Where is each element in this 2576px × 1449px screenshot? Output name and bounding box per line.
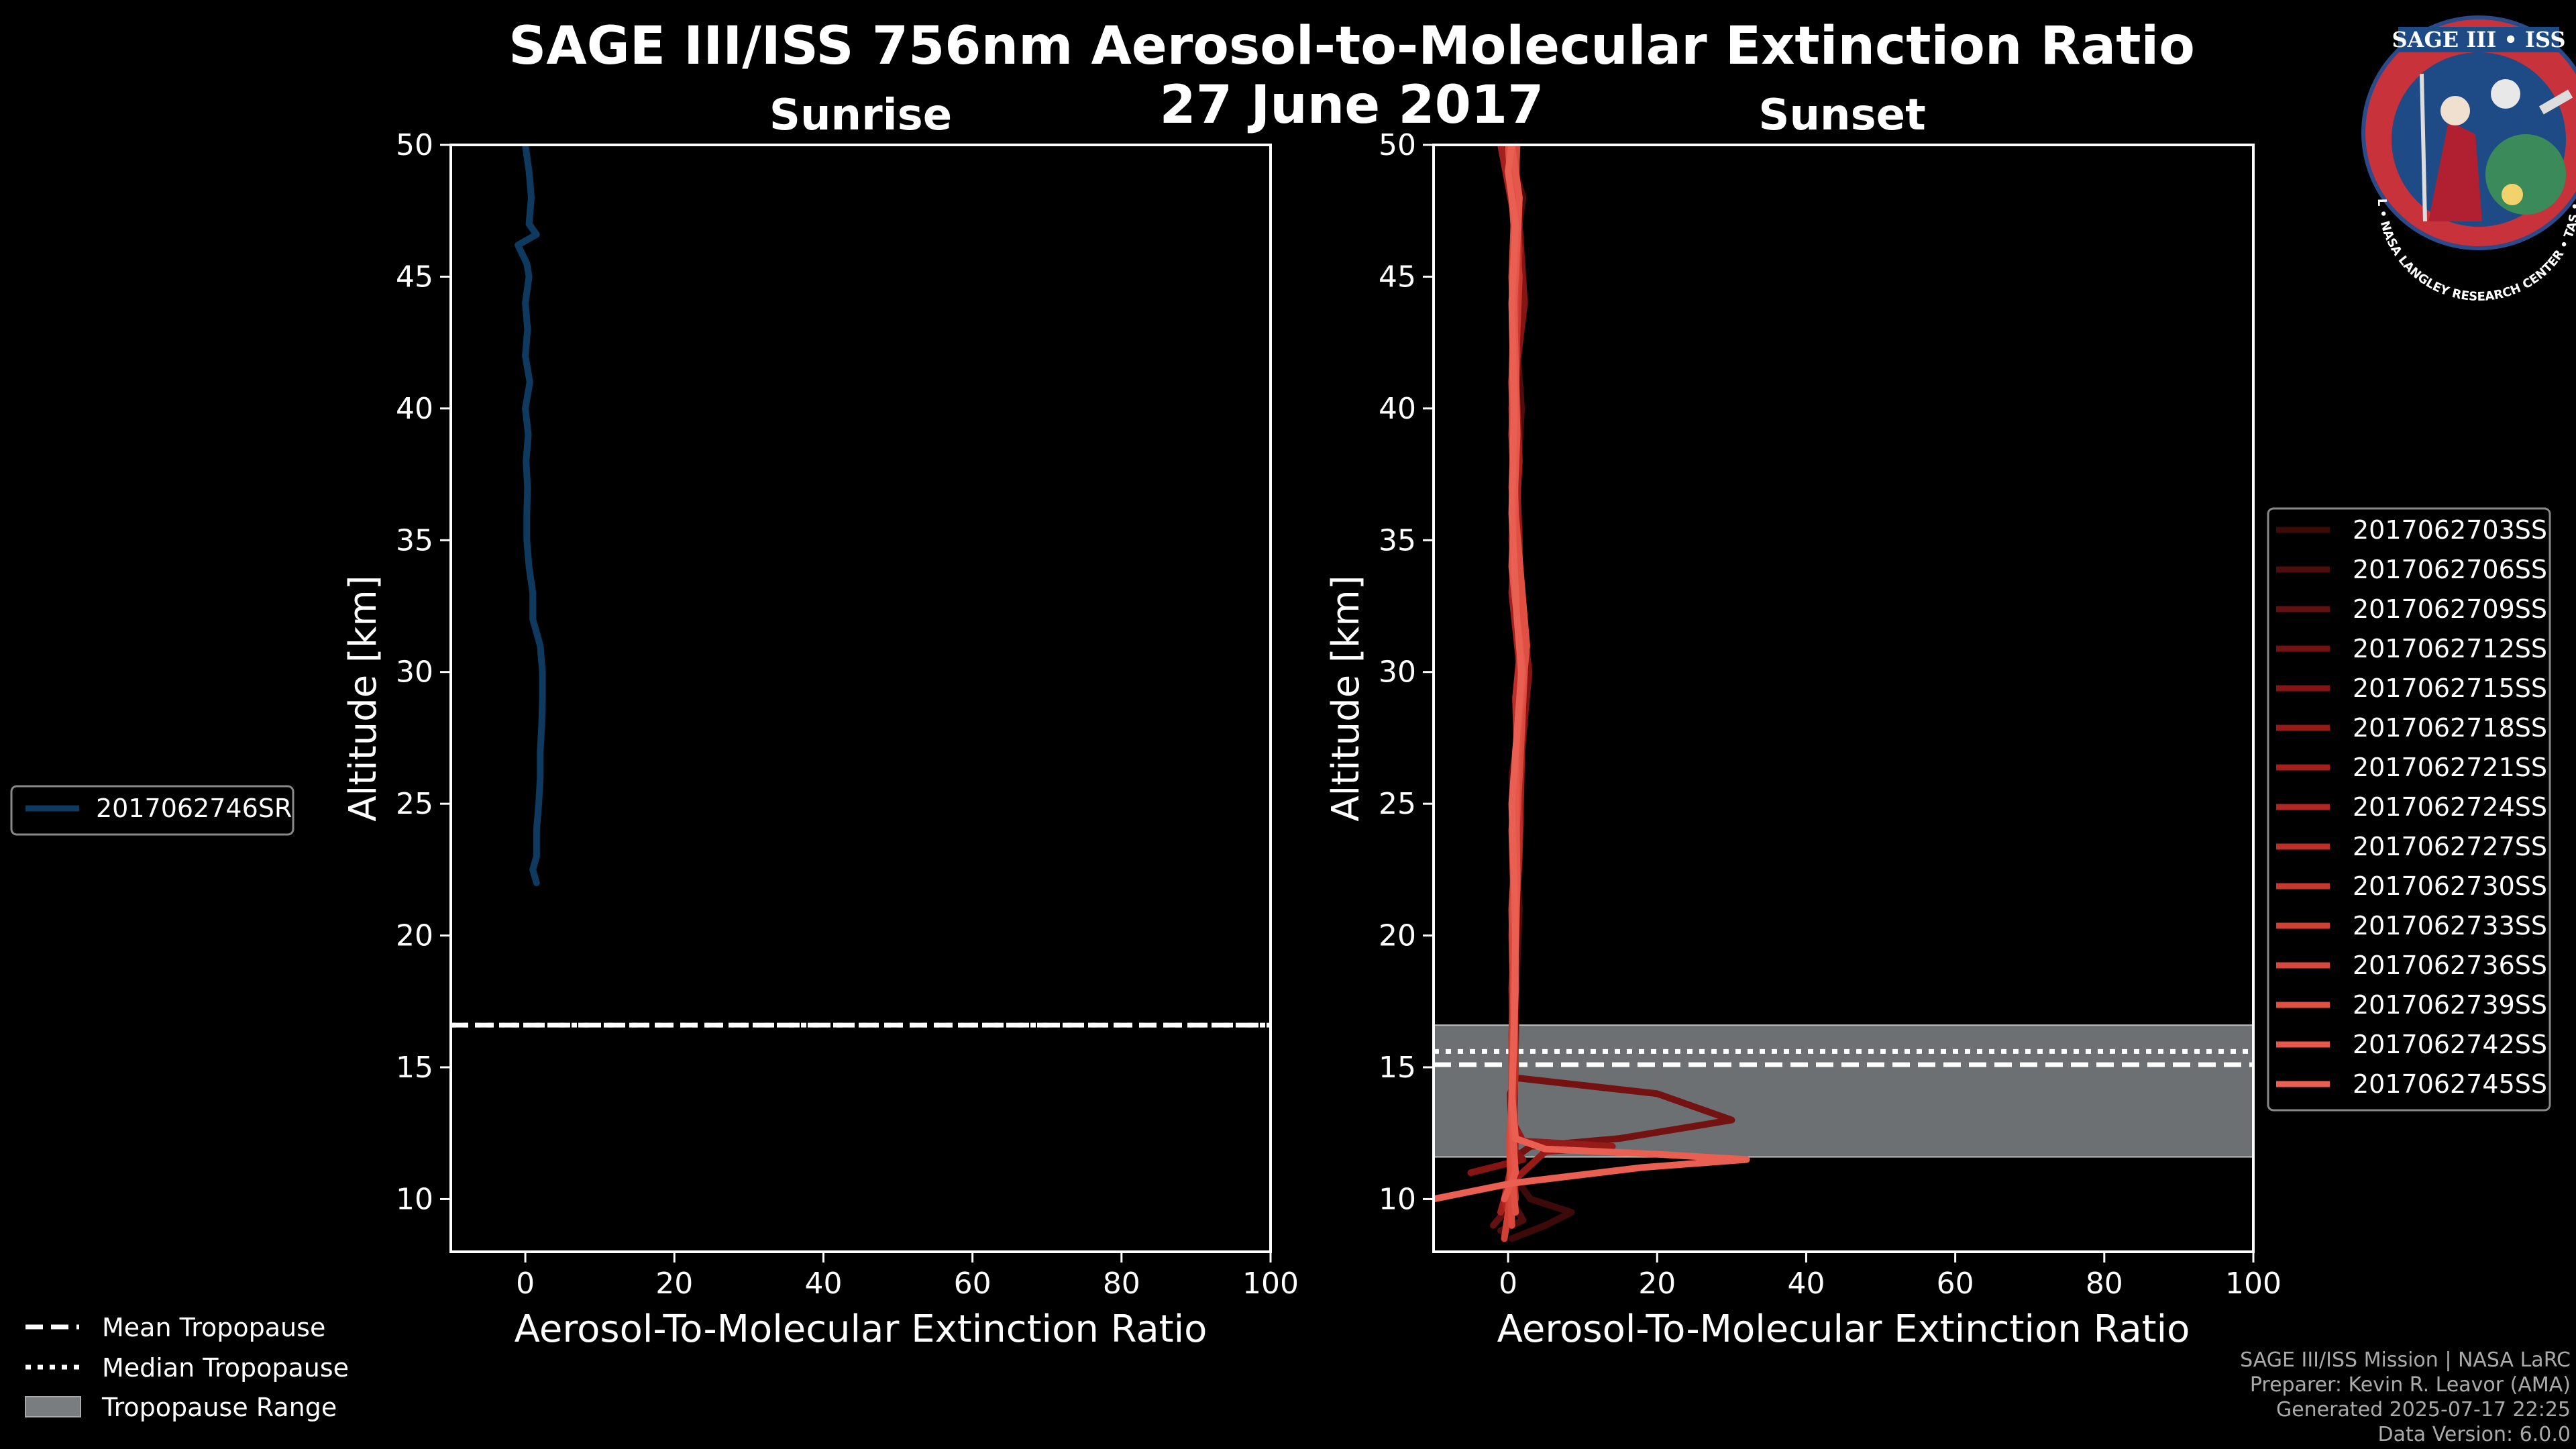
sunset-legend-label: 2017062703SS	[2353, 515, 2547, 545]
median-tropopause-label: Median Tropopause	[102, 1353, 349, 1383]
sunset-x-tick-label: 80	[2086, 1267, 2123, 1301]
sunset-legend-label: 2017062715SS	[2353, 674, 2547, 703]
logo-banner	[2398, 27, 2559, 52]
credit-line: Data Version: 6.0.0	[2378, 1423, 2571, 1446]
sunrise-axes-frame	[449, 144, 1272, 1253]
sunrise-x-tick-label: 80	[1103, 1267, 1140, 1301]
tropopause-range-swatch	[25, 1396, 81, 1417]
sunset-y-tick-label: 10	[1379, 1182, 1416, 1216]
tropopause-range-label: Tropopause Range	[101, 1393, 337, 1422]
sunrise-y-tick-label: 10	[396, 1182, 433, 1216]
sunset-legend-label: 2017062736SS	[2353, 951, 2547, 980]
sunset-legend-label: 2017062745SS	[2353, 1069, 2547, 1099]
sunset-y-tick-label: 50	[1379, 128, 1416, 162]
credit-line: SAGE III/ISS Mission | NASA LaRC	[2240, 1348, 2571, 1372]
sunset-legend-label: 2017062709SS	[2353, 594, 2547, 624]
sunset-y-tick-label: 35	[1379, 523, 1416, 557]
sunrise-y-tick-label: 15	[396, 1051, 433, 1085]
sunrise-x-axis-label: Aerosol-To-Molecular Extinction Ratio	[515, 1307, 1208, 1351]
logo-moon-icon	[2491, 79, 2520, 109]
sunset-panel: Sunset 0 20 40 60 80 100 10 15 20 25 30 35 40 45 50 A…	[1324, 91, 2282, 1351]
sunrise-x-tick-label: 0	[516, 1267, 535, 1301]
figure-title: SAGE III/ISS 756nm Aerosol-to-Molecular …	[508, 16, 2195, 76]
credit-line: Preparer: Kevin R. Leavor (AMA)	[2250, 1373, 2571, 1397]
sunset-legend-label: 2017062742SS	[2353, 1030, 2547, 1059]
credits: SAGE III/ISS Mission | NASA LaRC Prepare…	[2240, 1348, 2571, 1446]
logo-earth-icon	[2485, 134, 2566, 215]
sunrise-y-tick-label: 30	[396, 655, 433, 690]
tropopause-legend: Mean Tropopause Median Tropopause Tropop…	[25, 1313, 349, 1422]
sunset-legend-label: 2017062733SS	[2353, 911, 2547, 941]
sunrise-x-tick-label: 40	[804, 1267, 842, 1301]
sunset-x-tick-label: 0	[1499, 1267, 1517, 1301]
figure-date: 27 June 2017	[1160, 75, 1544, 136]
sunset-legend-label: 2017062730SS	[2353, 871, 2547, 901]
sunset-y-axis-label: Altitude [km]	[1324, 575, 1368, 821]
sunrise-legend-label: 2017062746SR	[96, 794, 292, 823]
sunset-x-axis-label: Aerosol-To-Molecular Extinction Ratio	[1497, 1307, 2190, 1351]
sunset-y-tick-label: 40	[1379, 392, 1416, 426]
sunset-legend-label: 2017062712SS	[2353, 634, 2547, 663]
sunset-legend-label: 2017062724SS	[2353, 792, 2547, 822]
logo-wizard-icon	[2428, 121, 2482, 221]
sunset-legend-label: 2017062727SS	[2353, 832, 2547, 861]
sunset-y-tick-label: 45	[1379, 260, 1416, 294]
logo-wizard-head-icon	[2440, 96, 2470, 125]
sunrise-y-tick-label: 35	[396, 523, 433, 557]
sunset-tropopause-range-band	[1433, 1024, 2254, 1158]
logo-staff-icon	[2420, 73, 2427, 222]
logo-sun-icon	[2502, 184, 2523, 205]
sunrise-legend: 2017062746SR	[10, 785, 294, 836]
sunset-y-tick-label: 15	[1379, 1051, 1416, 1085]
sunset-y-tick-label: 30	[1379, 655, 1416, 690]
credit-line: Generated 2025-07-17 22:25	[2276, 1398, 2571, 1421]
sunset-axes-frame	[1432, 144, 2255, 1253]
sunset-legend-label: 2017062739SS	[2353, 990, 2547, 1020]
sunrise-y-tick-label: 45	[396, 260, 433, 294]
mean-tropopause-label: Mean Tropopause	[102, 1313, 325, 1342]
sunset-x-tick-label: 40	[1787, 1267, 1825, 1301]
sunset-x-tick-label: 60	[1937, 1267, 1974, 1301]
logo-top-text: SAGE III • ISS	[2392, 27, 2566, 52]
sunrise-x-tick-label: 100	[1242, 1267, 1299, 1301]
sunrise-title: Sunrise	[769, 91, 952, 140]
sunset-x-tick-label: 100	[2225, 1267, 2282, 1301]
sunset-x-tick-label: 20	[1638, 1267, 1676, 1301]
sunset-series-2017062745SS	[1434, 145, 1750, 1203]
sunrise-y-tick-label: 50	[396, 128, 433, 162]
sunrise-plot-area	[451, 145, 1271, 1252]
sunset-legend: 2017062703SS 2017062706SS 2017062709SS 2017…	[2267, 507, 2551, 1112]
sunrise-x-tick-label: 20	[655, 1267, 693, 1301]
sunrise-panel: Sunrise 0 20 40 60 80 100 101520253035404550 …	[341, 91, 1299, 1351]
sunrise-y-tick-label: 40	[396, 392, 433, 426]
sunrise-y-tick-label: 25	[396, 787, 433, 821]
sunrise-y-axis-label: Altitude [km]	[341, 575, 385, 821]
sunset-legend-label: 2017062721SS	[2353, 753, 2547, 782]
sunrise-y-tick-label: 20	[396, 919, 433, 953]
sunset-y-tick-label: 25	[1379, 787, 1416, 821]
sunset-legend-frame	[2267, 507, 2551, 1112]
logo-station-icon	[2538, 89, 2573, 115]
sunrise-x-tick-label: 60	[954, 1267, 991, 1301]
sunrise-series-2017062746SR	[515, 145, 546, 886]
sunset-y-tick-label: 20	[1379, 919, 1416, 953]
sunrise-legend-frame	[10, 785, 294, 836]
sunset-legend-label: 2017062718SS	[2353, 713, 2547, 743]
sunset-legend-label: 2017062706SS	[2353, 555, 2547, 584]
sunset-title: Sunset	[1758, 91, 1925, 140]
